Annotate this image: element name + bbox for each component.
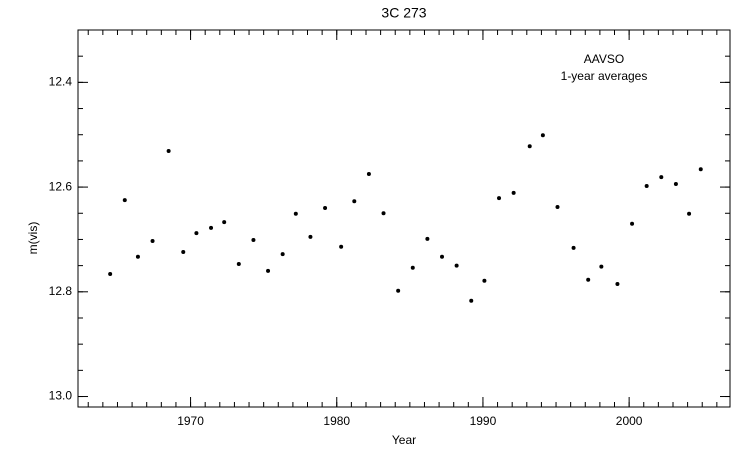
data-point bbox=[425, 236, 430, 241]
data-point bbox=[659, 175, 664, 180]
data-point bbox=[644, 184, 649, 189]
x-axis-label: Year bbox=[392, 433, 416, 447]
data-point bbox=[540, 133, 545, 138]
data-point bbox=[599, 264, 604, 269]
data-point bbox=[339, 244, 344, 249]
data-point bbox=[280, 252, 285, 257]
data-point bbox=[482, 278, 487, 283]
data-point bbox=[454, 263, 459, 268]
data-point bbox=[381, 211, 386, 216]
data-point bbox=[366, 171, 371, 176]
data-point bbox=[571, 245, 576, 250]
data-point bbox=[251, 237, 256, 242]
data-point bbox=[352, 199, 357, 204]
plot-frame bbox=[77, 29, 731, 408]
annotation: AAVSO bbox=[584, 52, 624, 66]
x-tick-label: 1990 bbox=[470, 414, 497, 428]
data-point bbox=[630, 221, 635, 226]
data-point bbox=[166, 148, 171, 153]
data-point bbox=[209, 225, 214, 230]
x-tick-label: 2000 bbox=[616, 414, 643, 428]
data-point bbox=[687, 211, 692, 216]
x-tick-label: 1970 bbox=[177, 414, 204, 428]
data-point bbox=[181, 250, 186, 255]
y-tick-label: 12.6 bbox=[49, 179, 73, 193]
data-point bbox=[293, 211, 298, 216]
data-point bbox=[469, 298, 474, 303]
data-point bbox=[511, 190, 516, 195]
data-point bbox=[555, 204, 560, 209]
data-point bbox=[396, 288, 401, 293]
data-point bbox=[615, 281, 620, 286]
data-point bbox=[698, 167, 703, 172]
data-point bbox=[308, 234, 313, 239]
data-point bbox=[323, 206, 328, 211]
data-point bbox=[150, 239, 155, 244]
x-tick-label: 1980 bbox=[323, 414, 350, 428]
data-point bbox=[673, 181, 678, 186]
data-point bbox=[586, 277, 591, 282]
y-tick-label: 12.8 bbox=[49, 284, 73, 298]
data-point bbox=[497, 196, 502, 201]
data-point bbox=[135, 254, 140, 259]
annotation: 1-year averages bbox=[561, 69, 648, 83]
chart-title: 3C 273 bbox=[381, 5, 426, 21]
data-point bbox=[108, 272, 113, 277]
data-point bbox=[527, 144, 532, 149]
data-point bbox=[440, 254, 445, 259]
data-point bbox=[410, 265, 415, 270]
y-tick-label: 12.4 bbox=[49, 75, 73, 89]
data-point bbox=[194, 231, 199, 236]
y-tick-label: 13.0 bbox=[49, 389, 73, 403]
data-point bbox=[222, 220, 227, 225]
data-point bbox=[266, 268, 271, 273]
y-axis-label: m(vis) bbox=[26, 222, 40, 255]
data-point bbox=[236, 262, 241, 267]
data-point bbox=[122, 198, 127, 203]
